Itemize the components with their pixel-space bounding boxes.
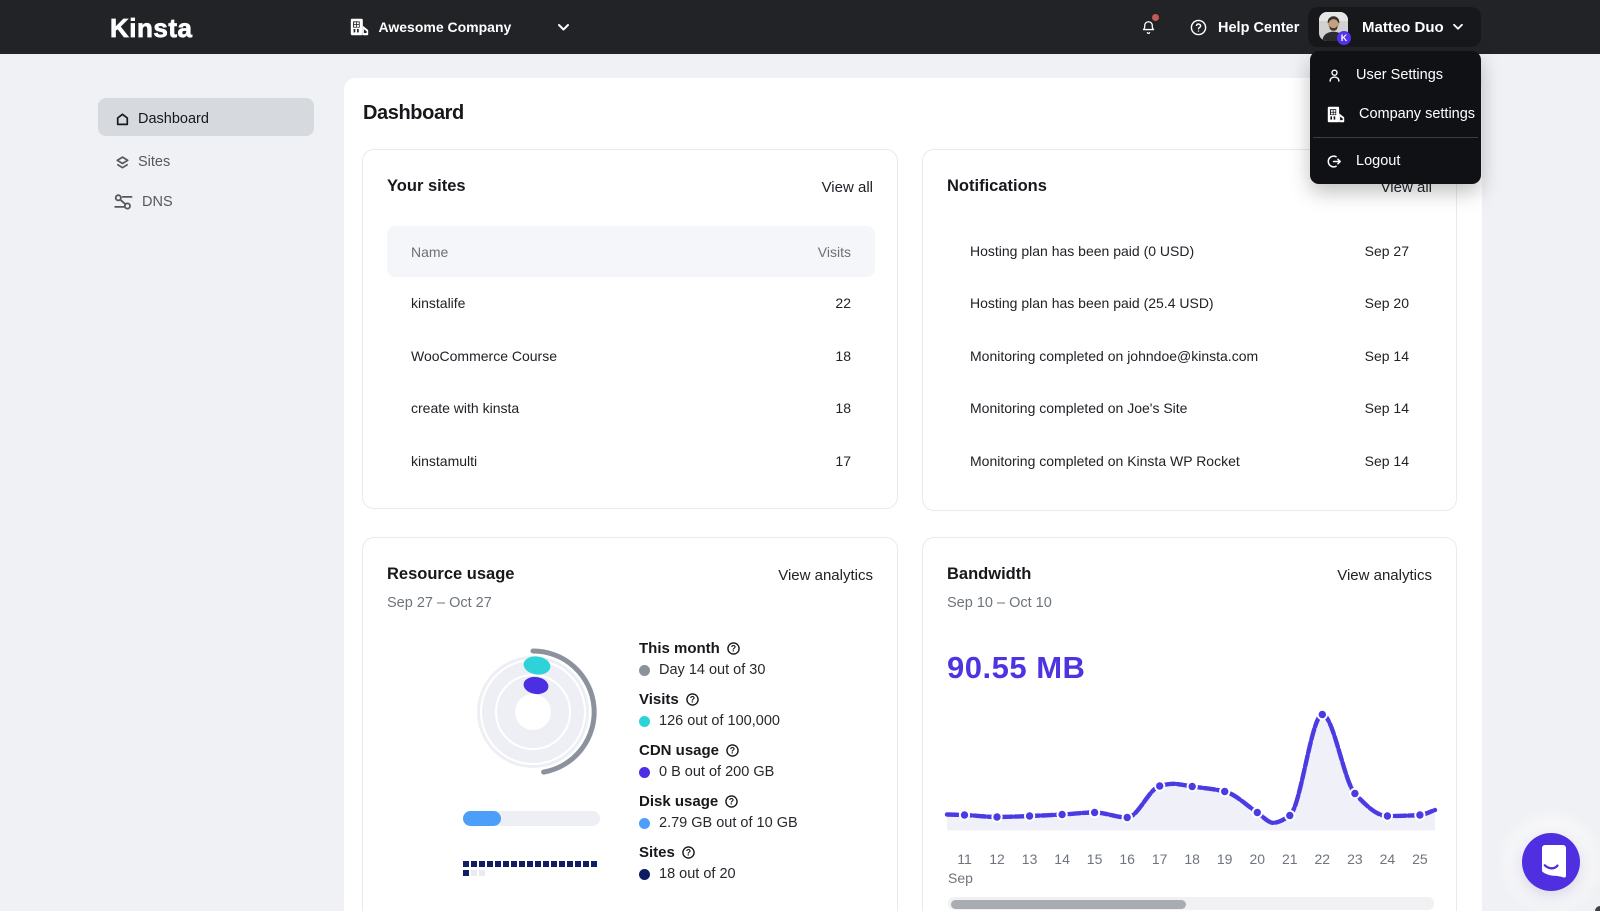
svg-text:?: ? [690,694,695,704]
svg-text:?: ? [730,745,735,755]
svg-text:?: ? [729,796,734,806]
svg-text:?: ? [686,847,691,857]
svg-text:?: ? [731,643,736,653]
